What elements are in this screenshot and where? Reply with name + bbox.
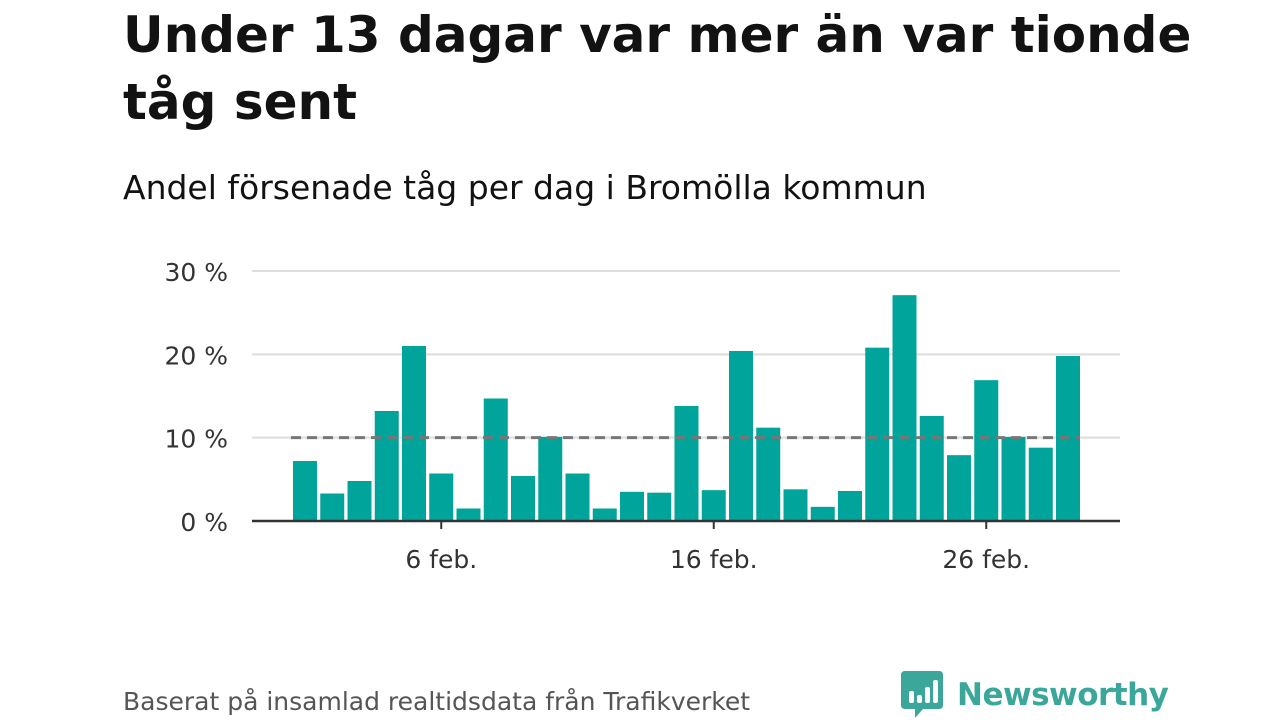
bar [647,492,672,521]
bar [865,347,890,521]
bar [565,473,590,521]
bar-chart: 0 % 10 % 20 % 30 % 6 feb. 16 feb. 26 feb. [164,258,1120,574]
bar [320,493,345,521]
brand-logo: Newsworthy [901,670,1169,720]
bar [756,427,781,521]
x-tick-label: 6 feb. [405,545,477,574]
bar [1001,436,1026,521]
bar [483,398,508,521]
bar [538,436,563,521]
bar [892,295,917,521]
bar [592,508,617,521]
y-tick-label: 0 % [180,508,228,537]
chart-title: Under 13 dagar var mer än var tionde tåg… [123,6,1192,131]
bar [620,491,644,521]
y-tick-label: 10 % [164,425,228,454]
bar [919,416,944,521]
bar [511,476,535,521]
bar [974,380,999,521]
bar [293,461,317,521]
bar [347,481,372,521]
brand-name: Newsworthy [957,677,1169,713]
bar [429,473,454,521]
bar [456,508,481,521]
bar [402,346,426,521]
source-note: Baserat på insamlad realtidsdata från Tr… [123,687,751,716]
x-tick-label: 16 feb. [670,545,758,574]
chart-subtitle: Andel försenade tåg per dag i Bromölla k… [123,168,927,207]
bar [783,489,808,521]
bar [374,411,399,521]
y-tick-label: 20 % [164,341,228,370]
x-tick-label: 26 feb. [942,545,1030,574]
bar [838,491,862,521]
bar [701,490,726,521]
bar [1028,447,1053,521]
bar [674,406,699,521]
bar [947,455,971,521]
bar [810,506,835,521]
y-tick-label: 30 % [164,258,228,287]
newsworthy-logo-icon [901,671,943,718]
bar [729,351,753,521]
